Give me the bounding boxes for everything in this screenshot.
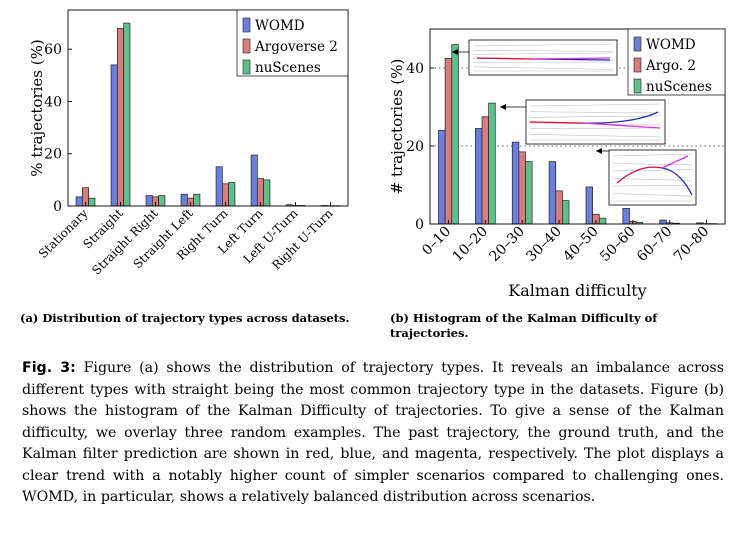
figure-caption: Fig. 3: Figure (a) shows the distributio… [22,358,724,509]
chart-kalman-difficulty: 020400–1010–2020–3030–4040–5050–6060–707… [388,28,726,300]
bar-b-2-1 [488,102,496,225]
y-axis-label: % trajectories (%) [28,39,46,176]
bar-b-2-2 [525,161,533,225]
bar-b-0-0 [438,130,446,225]
legend-label-0: WOMD [255,18,305,34]
x-tick-label: 20–30 [487,224,528,265]
y-tick-label: 20 [406,139,424,155]
caption-b: (b) Histogram of the Kalman Difficulty o… [390,311,658,340]
bar-a-0-2 [145,195,153,207]
x-tick-label: 10–20 [450,224,491,265]
y-tick-label: 40 [406,61,424,77]
inset-example-2 [500,99,666,145]
bar-b-2-3 [562,200,570,225]
y-tick-label: 20 [44,147,62,163]
bar-b-0-2 [511,141,520,225]
y-tick-label: 60 [44,42,62,58]
bar-b-1-2 [518,151,526,225]
legend-label-2: nuScenes [255,60,321,76]
legend-label-1: Argo. 2 [645,58,696,74]
legend-swatch-0 [242,17,251,33]
figure-label: Fig. 3: [22,360,76,376]
caption-a: (a) Distribution of trajectory types acr… [20,311,350,325]
bar-a-0-3 [180,193,188,207]
bar-a-1-1 [116,27,124,207]
x-tick-label: 40–50 [560,224,601,265]
x-axis-label: Kalman difficulty [508,281,646,300]
bar-a-2-5 [263,179,271,207]
bar-a-2-2 [158,195,166,207]
bar-b-2-4 [598,217,607,225]
x-tick-label: Stationary [36,206,91,261]
legend-label-0: WOMD [646,37,696,53]
bar-b-0-4 [585,186,593,225]
bar-a-1-5 [257,178,265,207]
x-tick-label: 30–40 [523,224,564,265]
bar-b-0-1 [475,128,483,225]
legend-box [236,9,349,77]
x-tick-label: 70–80 [671,224,712,265]
bar-b-1-3 [555,190,563,225]
bar-b-1-1 [481,116,489,225]
inset-example-1 [452,39,618,76]
y-tick-label: 40 [44,94,62,110]
bar-a-0-0 [75,196,83,207]
y-tick-label: 0 [53,199,62,215]
bar-a-2-4 [228,182,236,207]
bar-a-2-0 [88,197,96,207]
plot-frame [429,28,726,225]
legend-swatch-1 [242,38,251,54]
legend-swatch-2 [633,78,642,94]
legend-swatch-2 [242,59,251,75]
figure-text: Figure (a) shows the distribution of tra… [22,360,724,505]
legend-swatch-0 [633,36,642,52]
x-tick-label: 50–60 [597,224,638,265]
bar-a-0-5 [250,154,258,207]
bar-b-1-0 [444,57,453,225]
bar-a-0-1 [110,64,118,207]
bar-a-0-4 [215,166,223,207]
bar-b-2-0 [451,44,459,225]
y-tick-label: 0 [415,217,424,233]
legend-swatch-1 [633,57,642,73]
plot-frame [67,9,349,207]
legend-label-1: Argoverse 2 [254,39,338,55]
legend-box [627,28,726,96]
x-tick-label: 60–70 [634,224,675,265]
inset-example-3 [596,148,697,206]
bar-a-2-3 [193,193,201,207]
bar-b-0-3 [548,161,557,225]
legend-label-2: nuScenes [646,79,712,95]
x-tick-label: Right U-Turn [269,206,335,272]
y-axis-label: # trajectories (%) [388,59,406,195]
bar-b-0-5 [622,208,630,225]
bar-a-2-1 [123,22,131,207]
